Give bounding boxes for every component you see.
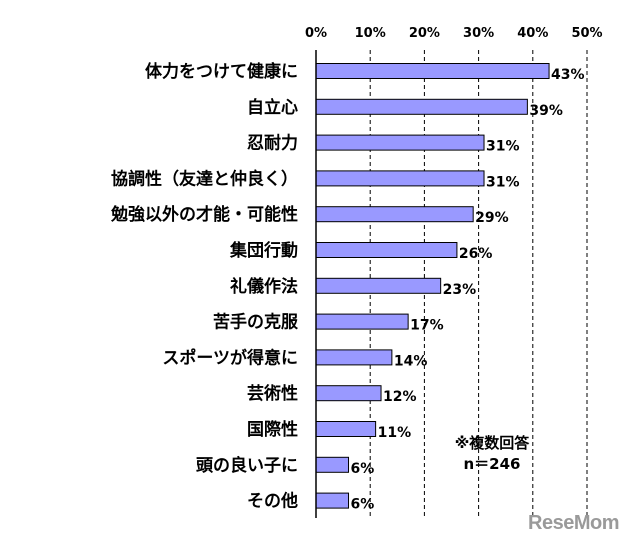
data-label: 6% xyxy=(351,461,375,477)
x-tick-label: 0% xyxy=(305,26,327,41)
category-label: 苦手の克服 xyxy=(213,312,299,333)
data-label: 26% xyxy=(459,246,493,262)
category-label: 集団行動 xyxy=(229,240,298,261)
data-label: 17% xyxy=(410,318,444,334)
data-label: 31% xyxy=(486,174,520,190)
category-label: 自立心 xyxy=(247,97,298,118)
bar xyxy=(315,206,474,223)
bar xyxy=(315,313,409,330)
bar xyxy=(315,456,350,473)
x-tick-label: 30% xyxy=(463,26,494,41)
category-label: 勉強以外の才能・可能性 xyxy=(110,204,298,225)
data-label: 31% xyxy=(486,139,520,155)
bar xyxy=(315,134,485,151)
category-label: 忍耐力 xyxy=(247,133,298,154)
data-label: 43% xyxy=(551,67,585,83)
bar xyxy=(315,492,350,509)
data-label: 23% xyxy=(443,282,477,298)
category-label: 礼儀作法 xyxy=(230,276,298,297)
bar xyxy=(315,170,485,187)
data-label: 6% xyxy=(351,497,375,513)
category-label: スポーツが得意に xyxy=(162,347,298,368)
data-label: 12% xyxy=(383,389,417,405)
category-label: 体力をつけて健康に xyxy=(145,61,298,82)
bar xyxy=(315,277,442,294)
category-label: 頭の良い子に xyxy=(196,455,298,476)
bar xyxy=(315,242,458,258)
annotation-note: ※複数回答 n＝246 xyxy=(432,432,552,474)
category-label: 協調性（友達と仲良く） xyxy=(111,168,298,189)
bar xyxy=(315,349,393,366)
category-label: その他 xyxy=(247,491,298,512)
x-tick-label: 40% xyxy=(517,26,548,41)
x-tick-label: 10% xyxy=(355,26,386,41)
category-label: 芸術性 xyxy=(247,383,298,404)
data-label: 39% xyxy=(529,103,563,119)
bar xyxy=(315,385,382,402)
bar xyxy=(315,421,377,437)
annotation-sample-size: n＝246 xyxy=(463,455,521,473)
x-tick-label: 50% xyxy=(571,26,602,41)
bar xyxy=(315,63,550,79)
category-label: 国際性 xyxy=(247,419,298,440)
bar xyxy=(315,98,528,115)
watermark-logo: ReseMom xyxy=(528,512,619,534)
bars xyxy=(315,63,550,509)
data-label: 29% xyxy=(475,210,509,226)
x-axis-ticks: 0% 10% 20% 30% 40% 50% xyxy=(305,26,603,41)
data-label: 14% xyxy=(394,353,428,369)
data-label: 11% xyxy=(378,425,412,441)
x-tick-label: 20% xyxy=(409,26,440,41)
annotation-multiple-answers: ※複数回答 xyxy=(454,434,530,452)
data-labels: 43% 39% 31% 31% 29% 26% 23% 17% 14% 12% 11% 6% 6% xyxy=(351,67,585,513)
